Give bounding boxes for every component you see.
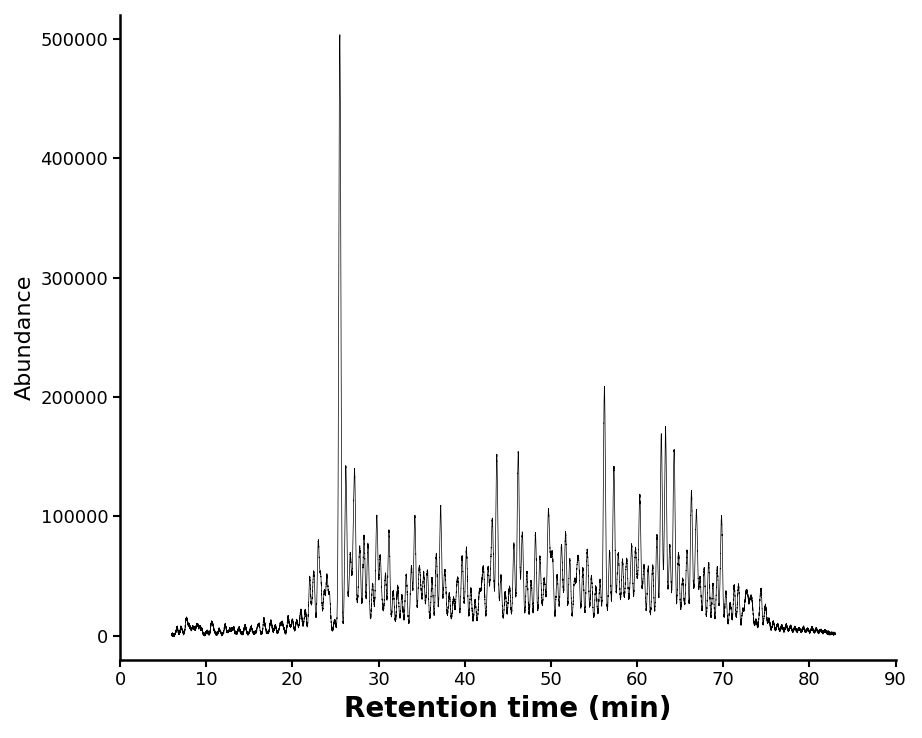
X-axis label: Retention time (min): Retention time (min) — [344, 695, 671, 723]
Y-axis label: Abundance: Abundance — [15, 275, 35, 400]
